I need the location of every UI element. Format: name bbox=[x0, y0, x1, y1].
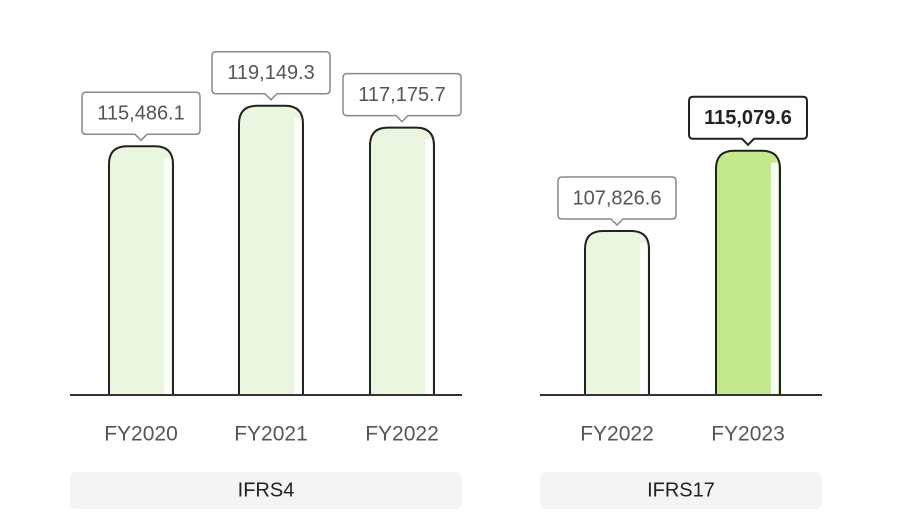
data-label: 119,149.3 bbox=[227, 62, 315, 84]
bar-highlight bbox=[294, 117, 301, 396]
callout bbox=[688, 95, 808, 147]
bar bbox=[369, 126, 435, 395]
bar bbox=[108, 145, 174, 395]
data-label: 107,826.6 bbox=[573, 187, 662, 209]
data-label: 115,486.1 bbox=[97, 103, 185, 125]
x-tick-label: FY2021 bbox=[234, 423, 308, 446]
bar-highlight bbox=[425, 139, 432, 395]
callout bbox=[557, 176, 677, 227]
bar-highlight bbox=[164, 158, 171, 395]
bar bbox=[584, 230, 650, 395]
x-tick-label: FY2023 bbox=[711, 423, 785, 446]
bar-highlight bbox=[771, 162, 778, 395]
group-box bbox=[70, 472, 462, 509]
group-label: IFRS4 bbox=[238, 479, 295, 501]
callout bbox=[211, 51, 331, 101]
data-label: 115,079.6 bbox=[704, 107, 792, 129]
bar bbox=[238, 104, 304, 395]
group-box bbox=[540, 472, 822, 509]
x-tick-label: FY2020 bbox=[104, 423, 178, 446]
x-tick-label: FY2022 bbox=[365, 423, 439, 446]
callout bbox=[81, 91, 201, 142]
callout bbox=[342, 72, 462, 123]
x-tick-label: FY2022 bbox=[580, 423, 654, 446]
bar bbox=[715, 149, 781, 395]
group-label: IFRS17 bbox=[647, 479, 715, 501]
bar-highlight bbox=[640, 243, 647, 395]
data-label: 117,175.7 bbox=[358, 84, 446, 106]
